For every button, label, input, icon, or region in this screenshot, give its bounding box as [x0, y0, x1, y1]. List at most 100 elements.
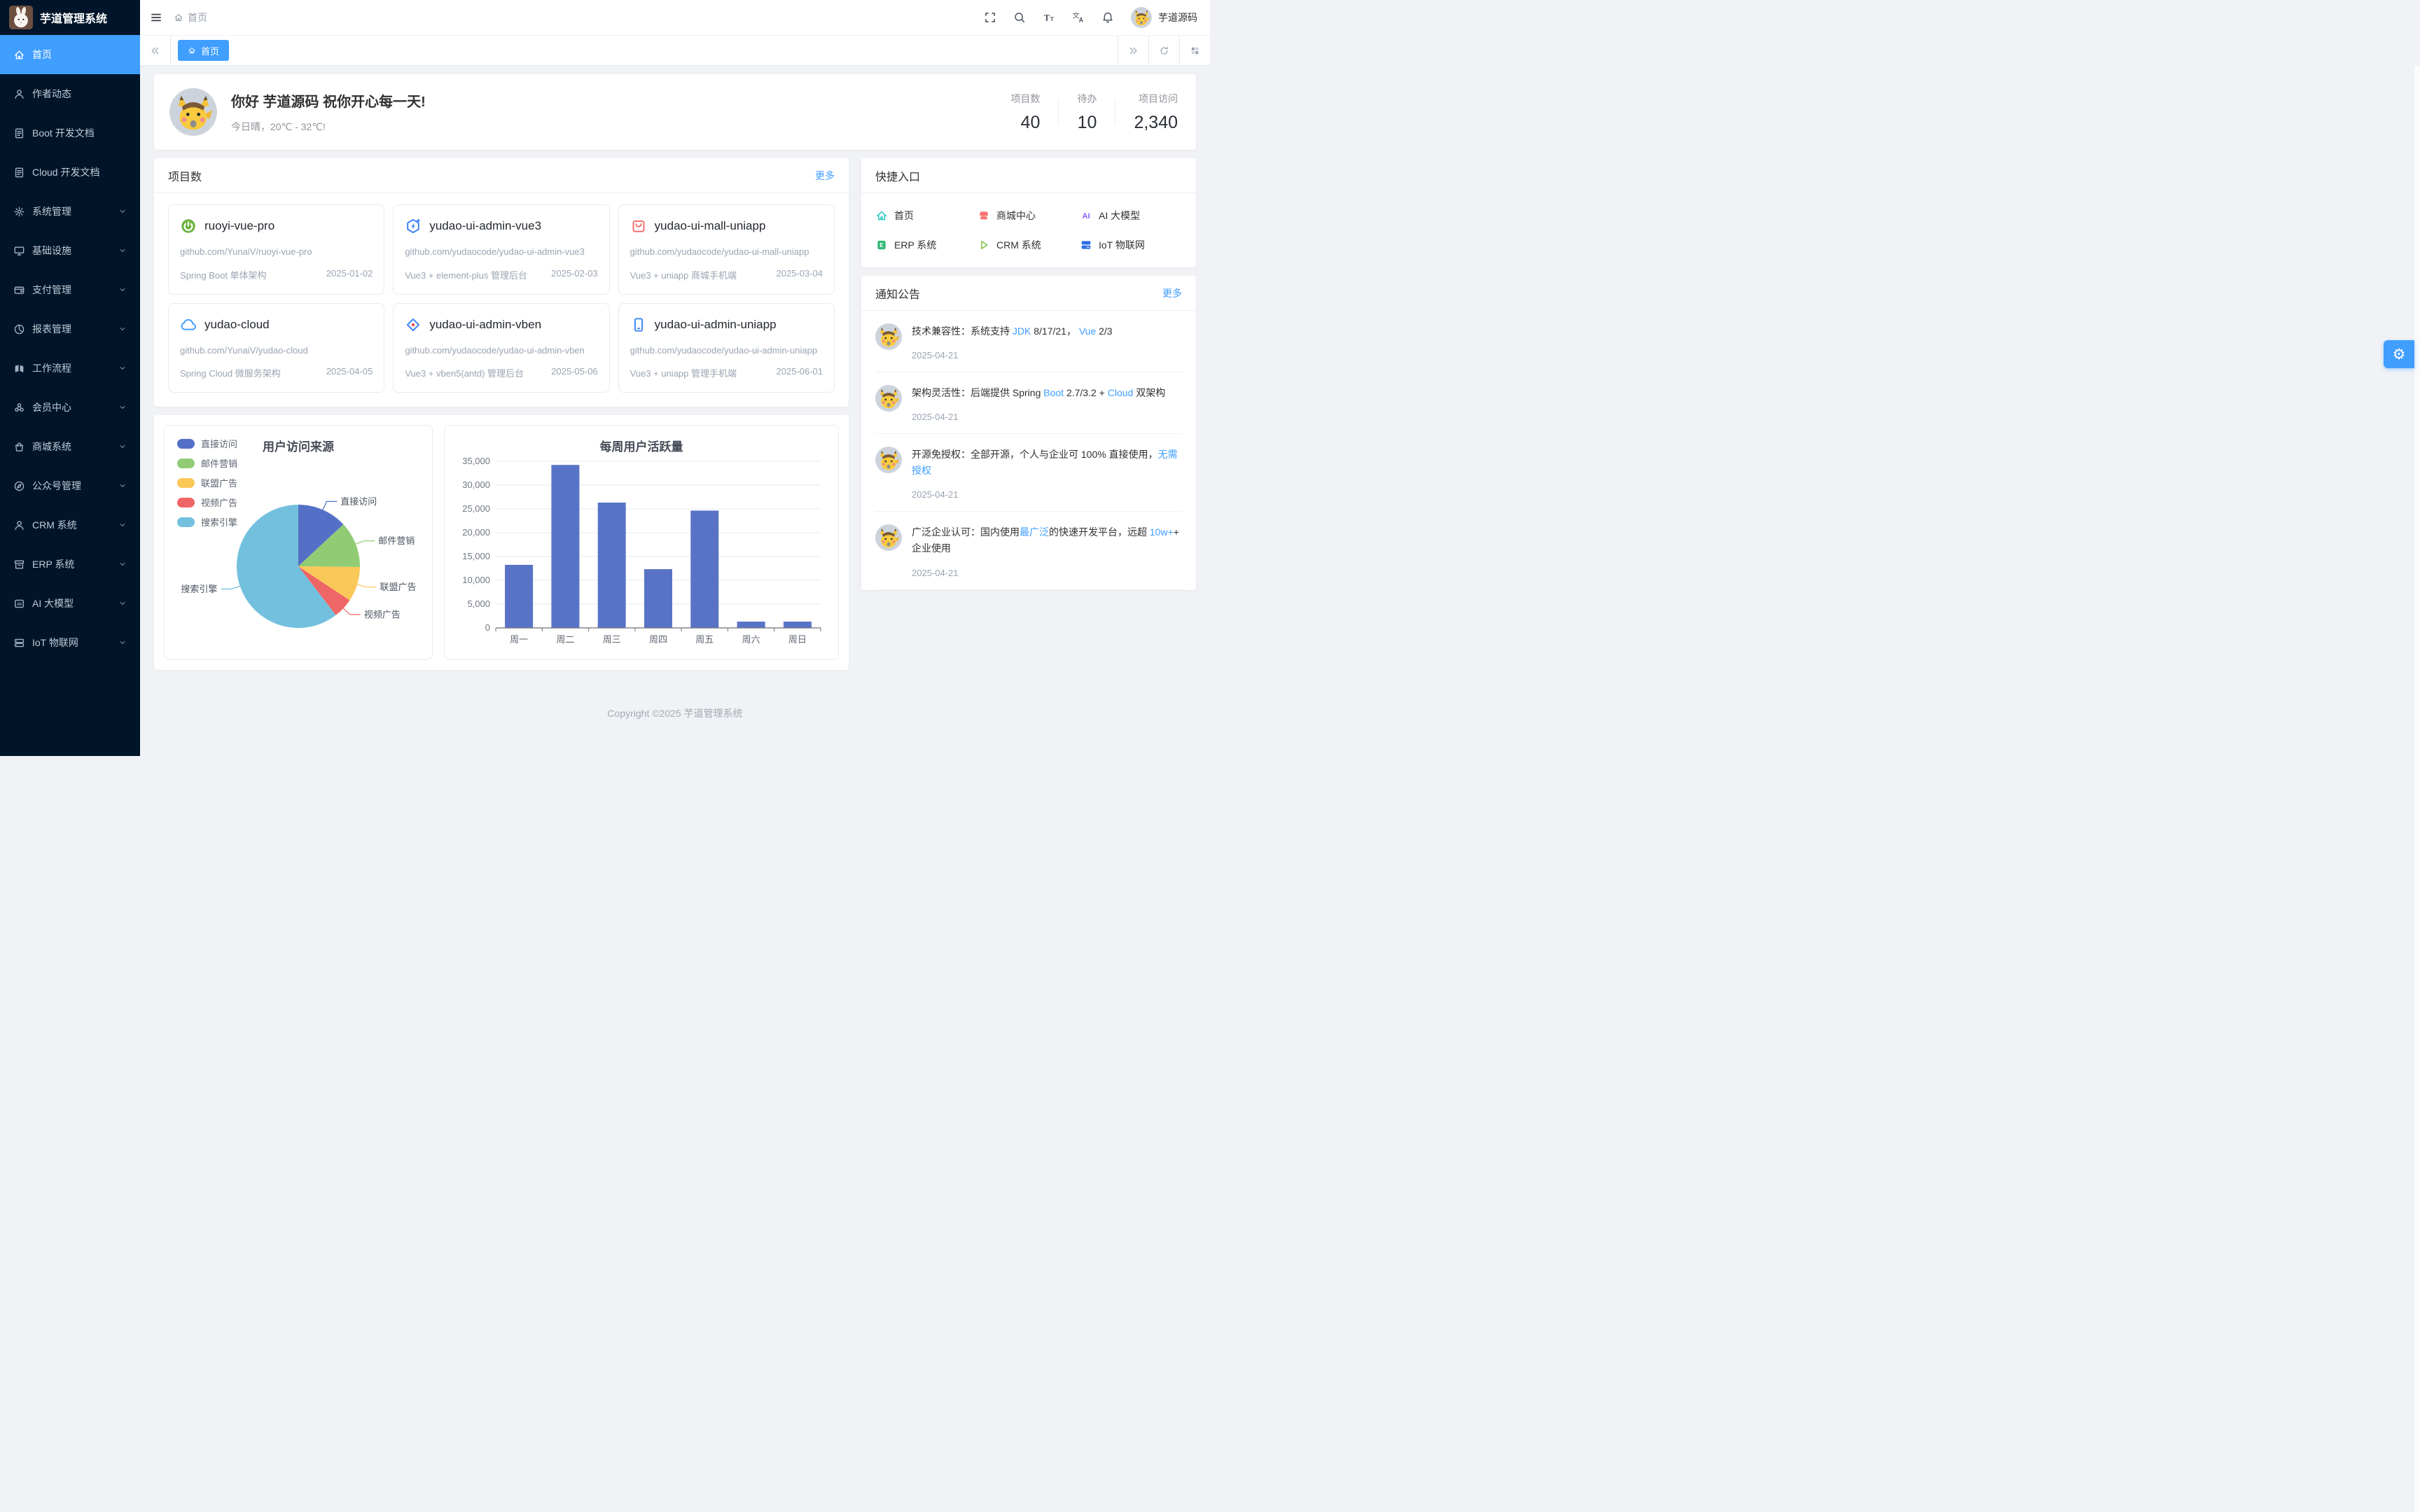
server-icon: [13, 637, 25, 649]
notice-keyword-link[interactable]: Vue: [1078, 326, 1097, 337]
scrollbar[interactable]: [2414, 66, 2420, 1512]
quick-entry-mall-center[interactable]: 商城中心: [978, 209, 1080, 223]
sidebar-item-home[interactable]: 首页: [0, 35, 140, 74]
sidebar-item-boot-doc[interactable]: Boot 开发文档: [0, 113, 140, 153]
tabs-refresh-button[interactable]: [1148, 36, 1179, 65]
svg-text:20,000: 20,000: [462, 527, 490, 538]
projects-more-link[interactable]: 更多: [815, 169, 835, 181]
project-card-yudao-ui-admin-vue3[interactable]: yudao-ui-admin-vue3 github.com/yudaocode/…: [393, 204, 610, 295]
notices-title: 通知公告: [875, 288, 921, 301]
notice-title: 开源免授权：全部开源，个人与企业可 100% 直接使用，无需授权: [912, 447, 1182, 479]
notice-item[interactable]: 广泛企业认可：国内使用最广泛的快速开发平台，远超 10w++ 企业使用 2025-…: [875, 512, 1182, 590]
notices-more-link[interactable]: 更多: [1162, 287, 1182, 299]
link-icon: [13, 402, 25, 414]
sidebar-item-author[interactable]: 作者动态: [0, 74, 140, 113]
sidebar-item-infra[interactable]: 基础设施: [0, 231, 140, 270]
notice-keyword-link[interactable]: 10w+: [1149, 526, 1174, 538]
notice-keyword-link[interactable]: 最广泛: [1020, 526, 1049, 538]
sidebar-item-label: 公众号管理: [32, 480, 81, 491]
chevron-down-icon: [118, 442, 127, 451]
svg-text:联盟广告: 联盟广告: [380, 582, 417, 592]
legend-item[interactable]: 联盟广告: [177, 476, 237, 489]
user-icon: [13, 88, 25, 100]
project-name: yudao-ui-admin-vben: [429, 317, 542, 331]
quick-entry-crm[interactable]: CRM 系统: [978, 238, 1080, 252]
quick-entry-label: 首页: [894, 210, 914, 221]
legend-item[interactable]: 邮件营销: [177, 456, 237, 470]
project-card-yudao-ui-mall-uniapp[interactable]: yudao-ui-mall-uniapp github.com/yudaocode…: [618, 204, 835, 295]
tabs-layout-button[interactable]: [1179, 36, 1210, 65]
sidebar-item-label: 作者动态: [32, 88, 71, 99]
project-url: github.com/yudaocode/yudao-ui-admin-vue3: [405, 246, 585, 257]
project-desc: Spring Boot 单体架构: [180, 270, 267, 281]
welcome-weather: 今日晴，20℃ - 32℃!: [231, 121, 326, 132]
project-desc: Vue3 + uniapp 商城手机端: [630, 270, 737, 281]
sidebar-item-mall[interactable]: 商城系统: [0, 427, 140, 466]
sidebar-item-member[interactable]: 会员中心: [0, 388, 140, 427]
notice-keyword-link[interactable]: Boot: [1043, 387, 1064, 399]
chevron-down-icon: [118, 521, 127, 529]
sidebar-item-iot[interactable]: IoT 物联网: [0, 623, 140, 662]
notice-keyword-link[interactable]: JDK: [1012, 326, 1031, 337]
sidebar-item-report[interactable]: 报表管理: [0, 309, 140, 349]
project-date: 2025-01-02: [326, 267, 373, 279]
project-card-ruoyi-vue-pro[interactable]: ruoyi-vue-pro github.com/YunaiV/ruoyi-vue…: [168, 204, 385, 295]
sidebar-item-label: 会员中心: [32, 402, 71, 413]
chevron-down-icon: [118, 286, 127, 294]
wallet-icon: [13, 284, 25, 296]
legend-item[interactable]: 视频广告: [177, 496, 237, 509]
sidebar-item-mp[interactable]: 公众号管理: [0, 466, 140, 505]
sidebar-item-workflow[interactable]: 工作流程: [0, 349, 140, 388]
legend-swatch: [177, 477, 195, 488]
quick-entry-home[interactable]: 首页: [875, 209, 978, 223]
notice-item[interactable]: 架构灵活性：后端提供 Spring Boot 2.7/3.2 + Cloud 双…: [875, 372, 1182, 435]
stat-divider: [1058, 99, 1059, 125]
quick-entry-ai-model[interactable]: AI AI 大模型: [1080, 209, 1182, 223]
notice-text: 开源免授权：全部开源，个人与企业可 100% 直接使用，: [912, 449, 1158, 461]
project-card-yudao-cloud[interactable]: yudao-cloud github.com/YunaiV/yudao-cloud…: [168, 302, 385, 393]
sidebar-item-crm[interactable]: CRM 系统: [0, 505, 140, 545]
tabs-strip: 首页: [171, 36, 1118, 65]
search-button[interactable]: [1013, 11, 1026, 24]
notifications-button[interactable]: [1101, 11, 1114, 24]
sidebar-item-pay[interactable]: 支付管理: [0, 270, 140, 309]
user-name: 芋道源码: [1158, 12, 1197, 23]
sidebar-item-ai[interactable]: AI AI 大模型: [0, 584, 140, 623]
archive-icon: [13, 559, 25, 570]
sidebar-item-cloud-doc[interactable]: Cloud 开发文档: [0, 153, 140, 192]
legend-item[interactable]: 直接访问: [177, 437, 237, 450]
tabs-scroll-right-button[interactable]: [1118, 36, 1148, 65]
notice-keyword-link[interactable]: Cloud: [1107, 387, 1134, 399]
quick-entry-erp[interactable]: E ERP 系统: [875, 238, 978, 252]
tabs-scroll-left-button[interactable]: [140, 36, 171, 65]
sidebar-item-system[interactable]: 系统管理: [0, 192, 140, 231]
project-desc: Vue3 + uniapp 管理手机端: [630, 368, 737, 379]
notice-text: 8/17/21，: [1031, 326, 1079, 337]
fullscreen-button[interactable]: [984, 11, 996, 24]
notice-item[interactable]: 技术兼容性：系统支持 JDK 8/17/21， Vue 2/3 2025-04-2…: [875, 311, 1182, 373]
svg-text:30,000: 30,000: [462, 479, 490, 490]
user-menu[interactable]: 芋道源码: [1131, 7, 1197, 28]
notice-avatar: [875, 323, 902, 350]
collapse-sidebar-button[interactable]: [150, 11, 162, 24]
notice-item[interactable]: 开源免授权：全部开源，个人与企业可 100% 直接使用，无需授权 2025-04-…: [875, 434, 1182, 512]
project-card-yudao-ui-admin-vben[interactable]: yudao-ui-admin-vben github.com/yudaocode/…: [393, 302, 610, 393]
notice-date: 2025-04-21: [912, 350, 959, 361]
project-url: github.com/YunaiV/yudao-cloud: [180, 344, 308, 356]
quick-entry-iot[interactable]: IoT 物联网: [1080, 238, 1182, 252]
project-name: yudao-ui-mall-uniapp: [654, 219, 766, 232]
sidebar-item-label: 支付管理: [32, 284, 71, 295]
project-card-yudao-ui-admin-uniapp[interactable]: yudao-ui-admin-uniapp github.com/yudaocod…: [618, 302, 835, 393]
notice-keyword-link[interactable]: 无需授权: [912, 449, 1178, 477]
breadcrumb[interactable]: 首页: [174, 10, 207, 24]
sidebar-item-erp[interactable]: ERP 系统: [0, 545, 140, 584]
legend-item[interactable]: 搜索引擎: [177, 515, 237, 528]
legend-label: 直接访问: [201, 439, 238, 449]
stat-value: 2,340: [1134, 112, 1178, 132]
settings-fab-button[interactable]: ⚙: [2384, 340, 2414, 368]
tab-home[interactable]: 首页: [178, 40, 230, 61]
home-icon: [188, 46, 196, 55]
